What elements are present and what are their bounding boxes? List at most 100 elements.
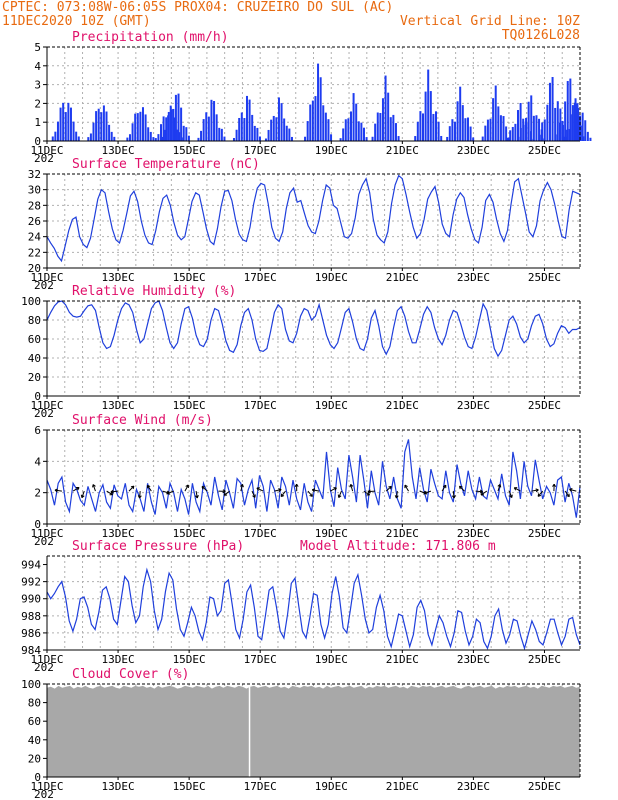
precip-bar: [440, 135, 443, 141]
precip-bar: [169, 105, 172, 141]
precip-bar: [392, 114, 395, 141]
temp-series-line: [46, 174, 581, 263]
precip-bar: [472, 137, 475, 141]
wind-xtick-label: 17DEC: [244, 527, 277, 540]
wind-arrow-head: [252, 494, 256, 498]
precip-bar: [167, 115, 170, 141]
wind-panel: Surface Wind (m/s) 0 2 4 6 11DEC 13DEC 15DEC 17…: [30, 413, 581, 548]
precip-bar: [429, 91, 432, 141]
humidity-title: Relative Humidity (%): [72, 284, 236, 299]
wind-arrow-head: [423, 490, 428, 495]
precip-ytick-label: 3: [34, 79, 41, 92]
precip-bar: [349, 111, 352, 141]
cloud-year-label: 202: [34, 788, 54, 800]
precip-bar: [387, 92, 390, 141]
precip-bar: [213, 101, 216, 141]
wind-arrow-head: [458, 485, 463, 490]
rh-series-line: [46, 300, 581, 358]
pres-ytick-label: 994: [21, 559, 41, 572]
precip-bar: [327, 119, 330, 141]
wind-xtick-label: 19DEC: [315, 527, 348, 540]
precip-bar: [556, 134, 559, 141]
precip-bar: [563, 136, 566, 141]
wind-arrow: [307, 490, 313, 497]
precip-bar: [154, 138, 157, 141]
precip-ytick-label: 4: [34, 60, 41, 73]
header-station: CPTEC: 073:08W-06:05S PROX04: CRUZEIRO D…: [2, 0, 393, 15]
precip-bar: [235, 129, 238, 141]
precip-bar: [161, 136, 164, 141]
precipitation-title: Precipitation (mm/h): [72, 30, 229, 45]
precip-bar: [131, 123, 134, 141]
precip-bar: [569, 78, 572, 141]
precip-bar: [451, 119, 454, 141]
precip-ytick-label: 0: [34, 135, 41, 148]
temp-xtick-label: 15DEC: [173, 271, 206, 284]
cloud-xtick-label: 21DEC: [386, 780, 419, 793]
precip-bar: [248, 99, 251, 141]
precip-bar: [546, 104, 549, 141]
precip-year-label: 202: [34, 152, 54, 165]
precip-bar: [89, 133, 92, 141]
wind-xtick-label: 11DEC: [30, 527, 63, 540]
precip-bar: [538, 118, 541, 141]
precip-bar: [290, 136, 293, 141]
precip-bar: [437, 121, 440, 141]
rh-ytick-label: 0: [34, 390, 41, 403]
wind-arrow: [240, 484, 243, 492]
rh-xtick-label: 23DEC: [457, 399, 490, 412]
precip-bar: [464, 118, 467, 141]
precip-bar: [419, 111, 422, 141]
wind-arrow-head: [92, 484, 96, 488]
wind-arrow: [184, 484, 189, 492]
model-altitude-label: Model Altitude: 171.806 m: [300, 539, 496, 554]
precip-bar: [270, 119, 273, 141]
wind-arrow: [385, 485, 392, 492]
precip-xtick-label: 17DEC: [244, 144, 277, 157]
precip-bar: [561, 120, 564, 141]
rh-ytick-label: 40: [28, 352, 41, 365]
wind-arrow-head: [54, 488, 58, 493]
wind-arrow: [459, 485, 465, 492]
temperature-panel: Surface Temperature (nC) 20 22 24 26 28 30 32 1…: [28, 157, 581, 292]
precip-bar: [551, 77, 554, 141]
precip-bar: [174, 94, 177, 141]
rh-xtick-label: 21DEC: [386, 399, 419, 412]
precip-bar: [573, 102, 576, 141]
wind-arrow-head: [451, 495, 456, 499]
precip-bar: [56, 121, 59, 141]
header-model-code: TQ0126L028: [502, 28, 580, 43]
wind-arrow-head: [240, 483, 244, 488]
precip-bar: [267, 129, 270, 141]
wind-arrow: [167, 490, 174, 495]
precip-bar: [165, 117, 168, 141]
precip-bar: [92, 122, 95, 141]
rh-ytick-label: 60: [28, 333, 41, 346]
precip-bar: [149, 131, 152, 141]
precip-bar: [548, 82, 551, 141]
cloud-xtick-label: 15DEC: [173, 780, 206, 793]
precip-bar: [360, 122, 363, 141]
wind-arrow-head: [137, 495, 142, 499]
cloud-xtick-label: 13DEC: [102, 780, 135, 793]
precip-bar: [509, 130, 512, 141]
precip-bar: [160, 124, 163, 141]
precip-bar: [448, 126, 451, 141]
precip-bar: [136, 113, 139, 141]
temp-xtick-label: 17DEC: [244, 271, 277, 284]
precip-xtick-label: 15DEC: [173, 144, 206, 157]
wind-arrow-head: [311, 488, 316, 493]
precip-bar: [238, 117, 241, 141]
precip-xtick-label: 13DEC: [102, 144, 135, 157]
precip-bar: [187, 135, 190, 141]
cloud-xtick-label: 25DEC: [528, 780, 561, 793]
precip-bar: [525, 117, 528, 141]
precip-bar: [584, 120, 587, 141]
wind-arrow-head: [201, 486, 206, 490]
temp-ytick-label: 22: [28, 246, 41, 259]
wind-arrow: [139, 491, 141, 499]
precip-bar: [77, 136, 80, 141]
precipitation-panel: Precipitation (mm/h) 0 1 2 3 4 5 11DEC 13DEC 15D…: [30, 30, 592, 165]
precip-bar: [264, 138, 267, 141]
precip-bar: [256, 127, 259, 141]
